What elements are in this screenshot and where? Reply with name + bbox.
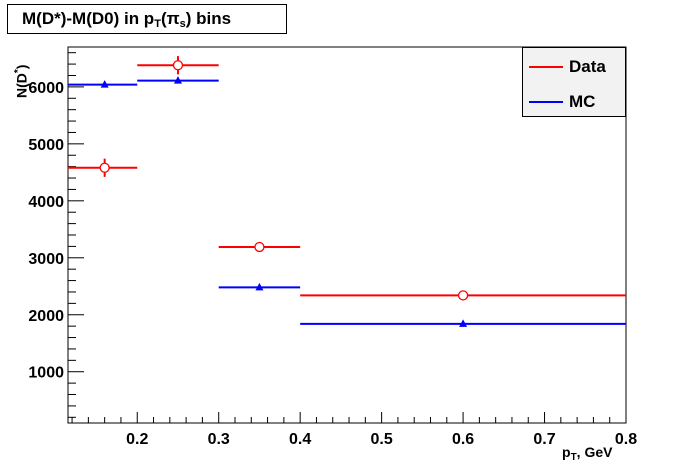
data-point [99,162,110,173]
legend-item-data: Data [523,52,627,82]
x-axis-label: pT, GeV [562,444,612,463]
mc-point [255,282,264,291]
y-tick-label: 1000 [28,365,64,382]
legend-label-mc: MC [569,92,596,111]
data-point [172,60,184,71]
title-sub1: T [154,18,161,30]
y-tick-label: 5000 [28,137,64,154]
legend-swatch-data [529,66,563,68]
x-tick-label: 0.8 [615,431,637,448]
title-suffix: ) bins [185,9,232,28]
y-tick-label: 6000 [28,80,64,97]
xlabel-sub: T [570,452,577,463]
legend-item-mc: MC [523,87,627,117]
data-marks [68,56,626,327]
y-axis-label: N(D*) [13,65,30,98]
x-tick-label: 0.6 [452,431,474,448]
mc-point [459,319,468,327]
xlabel-main: p [562,444,571,460]
data-point [457,290,469,301]
ylabel-end: ) [13,64,30,70]
mc-point [173,76,182,84]
x-tick-label: 0.3 [208,431,230,448]
mc-point [100,80,109,88]
ylabel-sup: * [13,69,24,74]
x-tick-label: 0.5 [370,431,392,448]
xlabel-end: , GeV [576,444,613,460]
legend-label-data: Data [569,57,606,76]
x-tick-label: 0.7 [533,431,555,448]
tick-labels: 0.2 0.3 0.4 0.5 0.6 0.7 0.8 1000 2000 3000 4000 500… [28,80,637,448]
legend-swatch-mc [529,101,563,103]
title-prefix: M(D*)-M(D0) in p [22,9,155,28]
y-tick-label: 2000 [28,308,64,325]
chart-title: M(D*)-M(D0) in pT(πs) bins [7,4,287,34]
data-point [254,241,265,253]
x-tick-label: 0.2 [126,431,148,448]
title-sub2: s [179,18,186,30]
y-tick-label: 4000 [28,194,64,211]
title-mid: (π [160,9,180,28]
ylabel-main: N(D [13,73,30,98]
legend: Data MC [522,47,626,117]
x-tick-label: 0.4 [289,431,311,448]
y-tick-label: 3000 [28,251,64,268]
axis-ticks [68,52,627,423]
